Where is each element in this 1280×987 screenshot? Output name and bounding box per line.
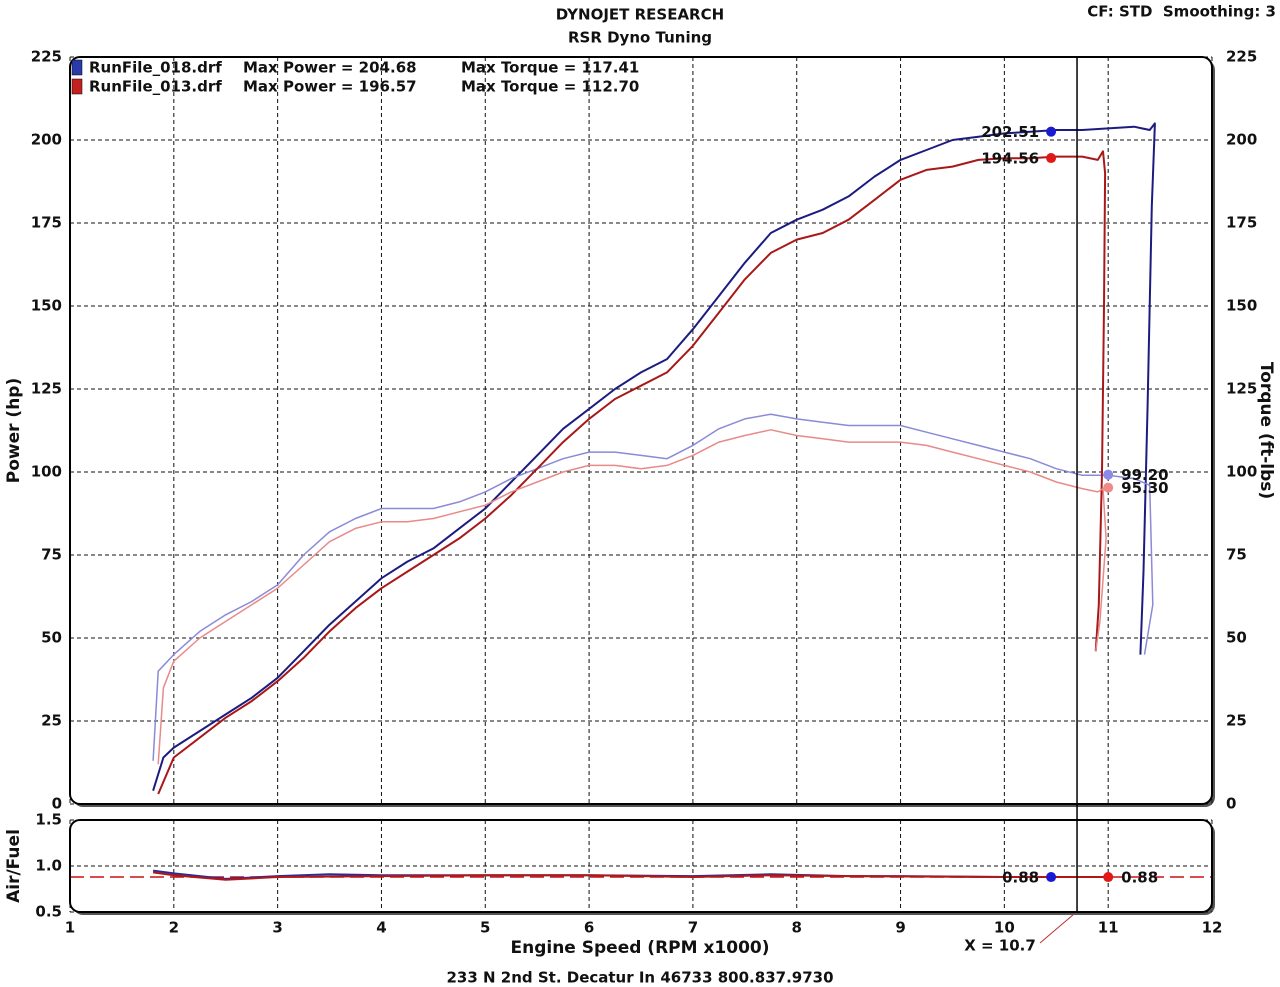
y2-tick-label: 125 bbox=[1226, 380, 1257, 398]
series-line bbox=[152, 413, 1154, 761]
x-tick-label: 3 bbox=[272, 919, 282, 937]
legend-label: RunFile_013.drf bbox=[89, 78, 222, 96]
y-tick-label: 25 bbox=[41, 712, 62, 730]
x-tick-label: 8 bbox=[792, 919, 802, 937]
x-tick-label: 12 bbox=[1202, 919, 1223, 937]
chart-subtitle: RSR Dyno Tuning bbox=[568, 29, 712, 47]
cursor-marker bbox=[1103, 482, 1114, 493]
y2-tick-label: 175 bbox=[1226, 214, 1257, 232]
y-tick-label: 175 bbox=[31, 214, 62, 232]
x-tick-label: 7 bbox=[688, 919, 698, 937]
y-tick-label: 0 bbox=[52, 795, 62, 813]
marker-label: 202.51 bbox=[981, 123, 1039, 141]
cursor-marker bbox=[1046, 872, 1057, 883]
marker-label: 0.88 bbox=[1121, 869, 1158, 887]
y2-tick-label: 0 bbox=[1226, 795, 1236, 813]
y2-tick-label: 25 bbox=[1226, 712, 1247, 730]
x-tick-label: 9 bbox=[895, 919, 905, 937]
y-tick-label: 125 bbox=[31, 380, 62, 398]
cursor-marker bbox=[1046, 126, 1057, 137]
cursor-marker bbox=[1103, 872, 1114, 883]
cursor-marker bbox=[1046, 153, 1057, 164]
y-axis-label: Air/Fuel bbox=[4, 829, 24, 903]
x-tick-label: 6 bbox=[584, 919, 594, 937]
y2-tick-label: 225 bbox=[1226, 48, 1257, 66]
plot-frame bbox=[69, 819, 1213, 913]
x-tick-label: 11 bbox=[1098, 919, 1119, 937]
legend-label: RunFile_018.drf bbox=[89, 59, 222, 77]
y-tick-label: 1.0 bbox=[35, 857, 62, 875]
y-tick-label: 75 bbox=[41, 546, 62, 564]
y-tick-label: 150 bbox=[31, 297, 62, 315]
legend-swatch bbox=[71, 59, 83, 76]
y-tick-label: 225 bbox=[31, 48, 62, 66]
x-tick-label: 5 bbox=[480, 919, 490, 937]
cursor-leader bbox=[1039, 913, 1075, 944]
series-line bbox=[152, 122, 1156, 791]
settings-text: CF: STD Smoothing: 3 bbox=[1087, 3, 1276, 21]
x-tick-label: 2 bbox=[169, 919, 179, 937]
marker-label: 99.20 bbox=[1121, 466, 1168, 484]
marker-label: 95.30 bbox=[1121, 479, 1168, 497]
series-line bbox=[152, 871, 1109, 881]
cursor-marker bbox=[1103, 469, 1114, 480]
y-axis-label: Power (hp) bbox=[4, 378, 24, 484]
y2-axis-label: Torque (ft-lbs) bbox=[1256, 362, 1276, 499]
legend-swatch bbox=[71, 78, 83, 95]
y2-tick-label: 200 bbox=[1226, 131, 1257, 149]
legend-max-torque: Max Torque = 117.41 bbox=[461, 59, 639, 77]
series-line bbox=[157, 150, 1107, 795]
x-tick-label: 1 bbox=[65, 919, 75, 937]
legend-max-power: Max Power = 204.68 bbox=[243, 59, 417, 77]
plot-frame bbox=[69, 56, 1213, 805]
series-line bbox=[157, 429, 1107, 765]
marker-label: 194.56 bbox=[981, 150, 1039, 168]
y-tick-label: 50 bbox=[41, 629, 62, 647]
y2-tick-label: 150 bbox=[1226, 297, 1257, 315]
x-tick-label: 10 bbox=[994, 919, 1015, 937]
legend-max-torque: Max Torque = 112.70 bbox=[461, 78, 639, 96]
plot-area bbox=[70, 57, 1212, 804]
x-tick-label: 4 bbox=[376, 919, 386, 937]
footer: 233 N 2nd St. Decatur In 46733 800.837.9… bbox=[446, 969, 833, 987]
y-tick-label: 200 bbox=[31, 131, 62, 149]
legend-max-power: Max Power = 196.57 bbox=[243, 78, 417, 96]
x-axis-label: Engine Speed (RPM x1000) bbox=[510, 938, 769, 958]
marker-label: 0.88 bbox=[1002, 869, 1039, 887]
y2-tick-label: 75 bbox=[1226, 546, 1247, 564]
y-tick-label: 1.5 bbox=[35, 811, 62, 829]
cursor-label: X = 10.7 bbox=[964, 937, 1036, 955]
y-tick-label: 100 bbox=[31, 463, 62, 481]
y2-tick-label: 100 bbox=[1226, 463, 1257, 481]
chart-title: DYNOJET RESEARCH bbox=[556, 6, 724, 24]
y-tick-label: 0.5 bbox=[35, 903, 62, 921]
y2-tick-label: 50 bbox=[1226, 629, 1247, 647]
